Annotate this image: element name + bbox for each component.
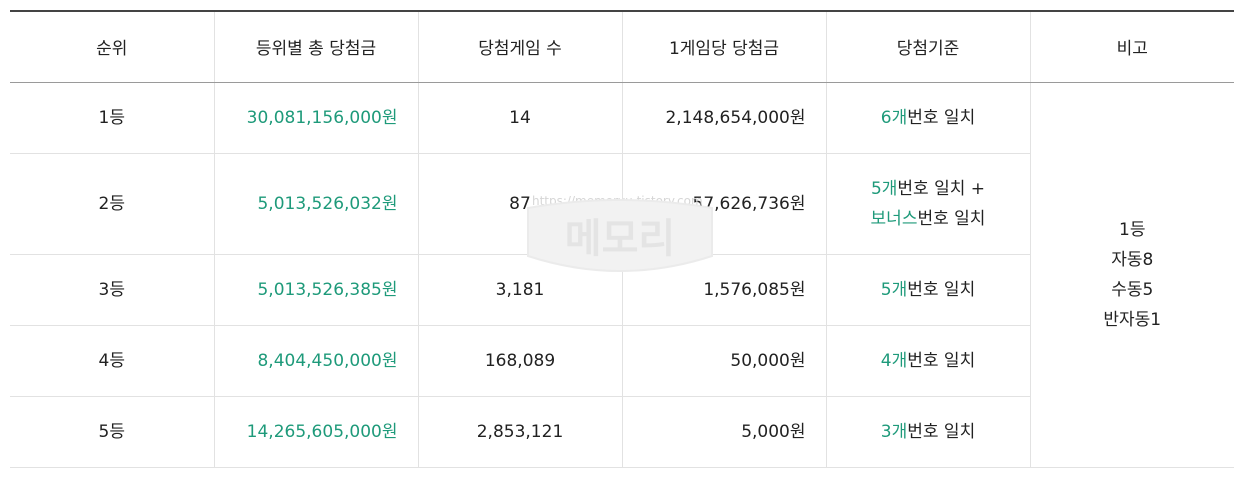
criteria-count: 5개 [880, 279, 908, 300]
criteria-cell: 5개번호 일치 + 보너스번호 일치 [825, 153, 1030, 255]
criteria-cell: 6개번호 일치 [825, 82, 1030, 154]
header-rank: 순위 [10, 10, 214, 83]
prize-per-game-cell: 5,000원 [621, 396, 826, 468]
criteria-count: 3개 [880, 421, 908, 442]
winner-count-cell: 2,853,121 [417, 396, 622, 468]
header-total-prize: 등위별 총 당첨금 [213, 10, 418, 83]
prize-per-game-cell: 50,000원 [621, 325, 826, 397]
criteria-cell: 4개번호 일치 [825, 325, 1030, 397]
winner-count-cell: 3,181 [417, 254, 622, 326]
lotto-result-table-container: 순위 등위별 총 당첨금 당첨게임 수 1게임당 당첨금 당첨기준 비고 1등 … [10, 10, 1234, 468]
table-row: 3등 5,013,526,385원 3,181 1,576,085원 5개번호 … [10, 254, 1234, 326]
total-prize-cell: 8,404,450,000원 [213, 325, 418, 397]
table-row: 4등 8,404,450,000원 168,089 50,000원 4개번호 일… [10, 325, 1234, 397]
criteria-text: 번호 일치 [907, 421, 976, 442]
criteria-text: 번호 일치 [917, 208, 986, 229]
table-row: 5등 14,265,605,000원 2,853,121 5,000원 3개번호… [10, 396, 1234, 468]
rank-cell: 1등 [10, 82, 214, 154]
note-cell: 1등 자동8 수동5 반자동1 [1029, 82, 1234, 468]
prize-per-game-cell: 1,576,085원 [621, 254, 826, 326]
total-prize-cell: 5,013,526,385원 [213, 254, 418, 326]
prize-per-game-cell: 2,148,654,000원 [621, 82, 826, 154]
watermark-url: https://memoryu.tistory.com [532, 194, 703, 208]
total-prize-cell: 14,265,605,000원 [213, 396, 418, 468]
criteria-count: 5개 [870, 178, 898, 199]
criteria-bonus: 보너스 [870, 208, 918, 229]
winner-count-cell: 168,089 [417, 325, 622, 397]
rank-cell: 2등 [10, 153, 214, 255]
criteria-cell: 3개번호 일치 [825, 396, 1030, 468]
rank-cell: 3등 [10, 254, 214, 326]
criteria-cell: 5개번호 일치 [825, 254, 1030, 326]
total-prize-cell: 30,081,156,000원 [213, 82, 418, 154]
header-prize-per-game: 1게임당 당첨금 [621, 10, 826, 83]
rank-cell: 5등 [10, 396, 214, 468]
header-criteria: 당첨기준 [825, 10, 1030, 83]
note-line: 자동8 [1111, 249, 1154, 270]
note-line: 수동5 [1111, 279, 1154, 300]
table-header-row: 순위 등위별 총 당첨금 당첨게임 수 1게임당 당첨금 당첨기준 비고 [10, 10, 1234, 83]
table-row: 1등 30,081,156,000원 14 2,148,654,000원 6개번… [10, 82, 1234, 468]
winner-count-cell: 14 [417, 82, 622, 154]
criteria-count: 6개 [880, 107, 908, 128]
note-line: 반자동1 [1103, 309, 1162, 330]
total-prize-cell: 5,013,526,032원 [213, 153, 418, 255]
criteria-text: 번호 일치 [907, 279, 976, 300]
rank-cell: 4등 [10, 325, 214, 397]
note-line: 1등 [1119, 219, 1146, 240]
lotto-result-table: 순위 등위별 총 당첨금 당첨게임 수 1게임당 당첨금 당첨기준 비고 1등 … [10, 10, 1234, 468]
header-winner-count: 당첨게임 수 [417, 10, 622, 83]
criteria-text: 번호 일치 [907, 350, 976, 371]
criteria-count: 4개 [880, 350, 908, 371]
criteria-text: 번호 일치 + [897, 178, 986, 199]
criteria-text: 번호 일치 [907, 107, 976, 128]
header-note: 비고 [1029, 10, 1234, 83]
